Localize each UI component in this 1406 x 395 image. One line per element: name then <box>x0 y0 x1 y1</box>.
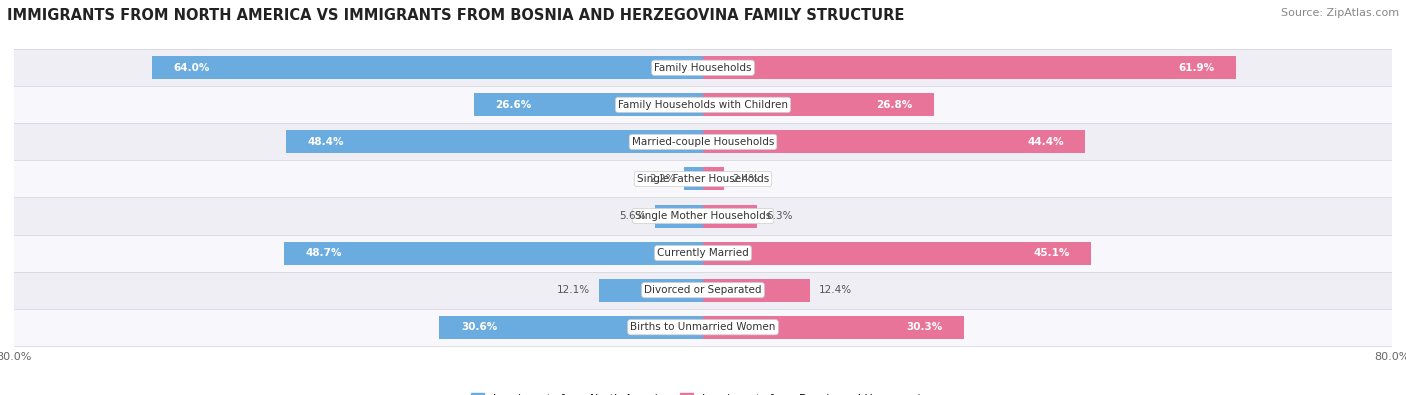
Text: Family Households: Family Households <box>654 63 752 73</box>
Bar <box>474 93 703 117</box>
Text: 2.4%: 2.4% <box>733 174 759 184</box>
Bar <box>703 56 1236 79</box>
Text: 26.8%: 26.8% <box>876 100 912 110</box>
Text: 48.4%: 48.4% <box>308 137 344 147</box>
Text: 26.6%: 26.6% <box>495 100 531 110</box>
Text: Married-couple Households: Married-couple Households <box>631 137 775 147</box>
Text: 6.3%: 6.3% <box>766 211 793 221</box>
Bar <box>14 198 1392 235</box>
Text: 30.6%: 30.6% <box>461 322 498 332</box>
Bar <box>703 316 965 339</box>
Bar <box>685 167 703 190</box>
Text: 64.0%: 64.0% <box>173 63 209 73</box>
Bar <box>284 242 703 265</box>
Bar <box>703 167 724 190</box>
Text: IMMIGRANTS FROM NORTH AMERICA VS IMMIGRANTS FROM BOSNIA AND HERZEGOVINA FAMILY S: IMMIGRANTS FROM NORTH AMERICA VS IMMIGRA… <box>7 8 904 23</box>
Text: Currently Married: Currently Married <box>657 248 749 258</box>
Bar <box>703 93 934 117</box>
Bar <box>152 56 703 79</box>
Text: Births to Unmarried Women: Births to Unmarried Women <box>630 322 776 332</box>
Text: 12.4%: 12.4% <box>818 285 852 295</box>
Text: 45.1%: 45.1% <box>1033 248 1070 258</box>
Bar <box>14 49 1392 87</box>
Bar <box>703 278 810 302</box>
Text: 44.4%: 44.4% <box>1028 137 1064 147</box>
Bar <box>14 272 1392 308</box>
Bar <box>14 160 1392 198</box>
Text: Source: ZipAtlas.com: Source: ZipAtlas.com <box>1281 8 1399 18</box>
Bar <box>703 242 1091 265</box>
Legend: Immigrants from North America, Immigrants from Bosnia and Herzegovina: Immigrants from North America, Immigrant… <box>467 389 939 395</box>
Text: 2.2%: 2.2% <box>650 174 675 184</box>
Text: Family Households with Children: Family Households with Children <box>619 100 787 110</box>
Bar <box>14 123 1392 160</box>
Bar <box>599 278 703 302</box>
Text: 12.1%: 12.1% <box>557 285 591 295</box>
Bar <box>14 308 1392 346</box>
Bar <box>287 130 703 153</box>
Text: Divorced or Separated: Divorced or Separated <box>644 285 762 295</box>
Bar <box>14 235 1392 272</box>
Text: Single Father Households: Single Father Households <box>637 174 769 184</box>
Bar <box>655 205 703 228</box>
Text: 48.7%: 48.7% <box>305 248 342 258</box>
Text: 5.6%: 5.6% <box>620 211 647 221</box>
Bar <box>440 316 703 339</box>
Text: 61.9%: 61.9% <box>1178 63 1215 73</box>
Bar <box>703 205 758 228</box>
Text: 30.3%: 30.3% <box>905 322 942 332</box>
Bar <box>14 87 1392 123</box>
Text: Single Mother Households: Single Mother Households <box>636 211 770 221</box>
Bar <box>703 130 1085 153</box>
